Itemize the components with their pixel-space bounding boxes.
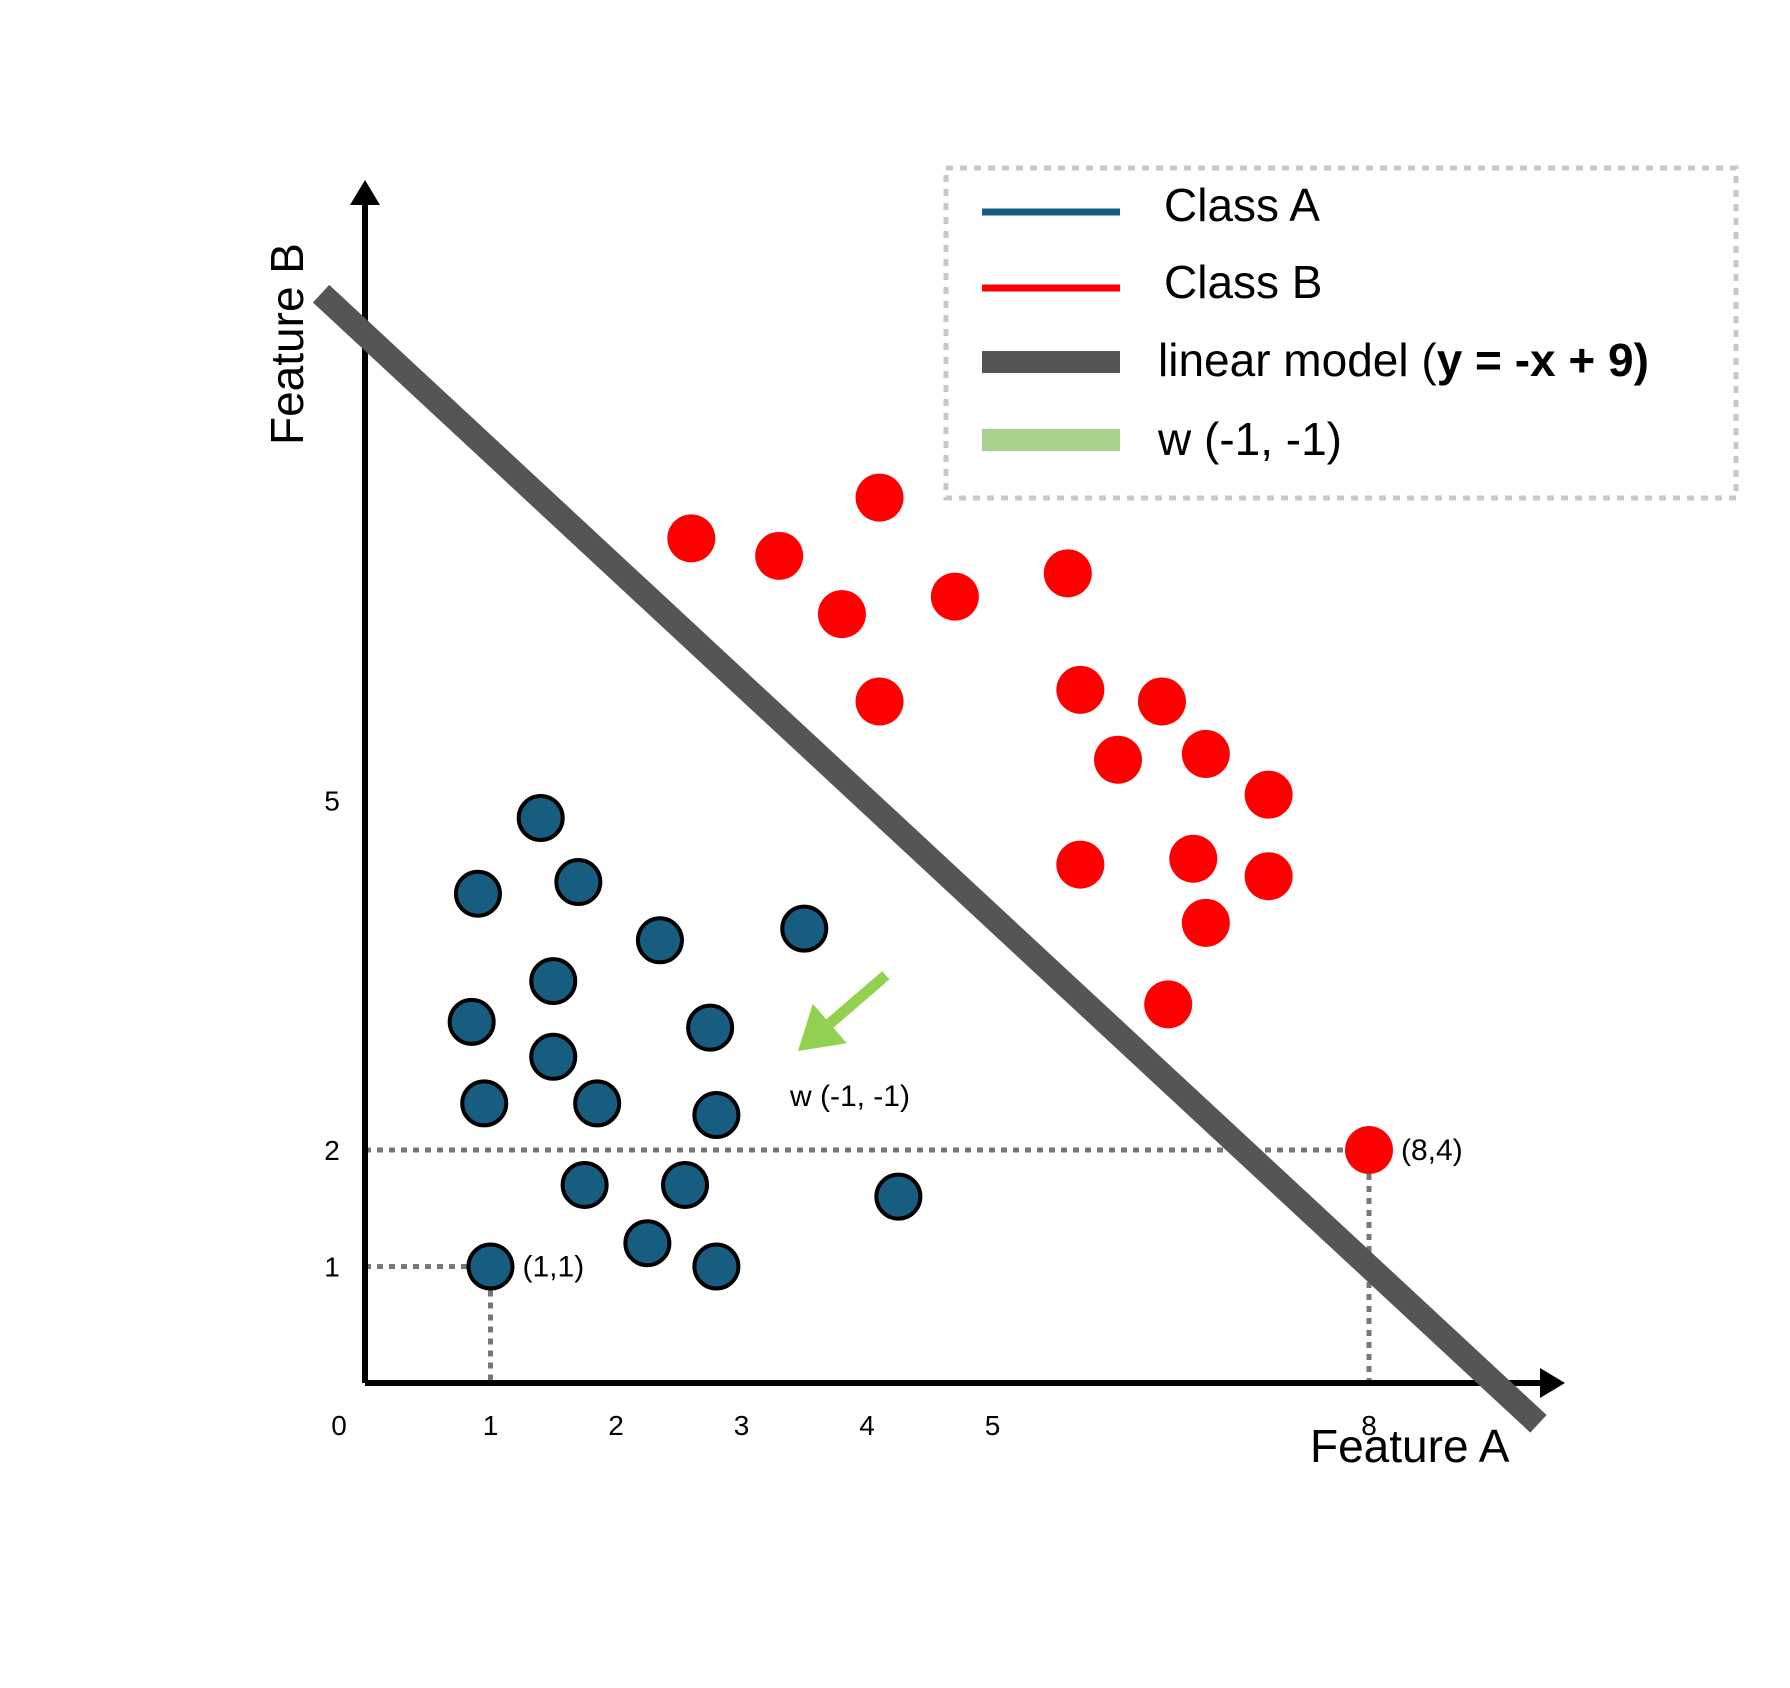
class-b-point-1: [667, 514, 716, 563]
w-vector-head: [797, 1003, 847, 1051]
class-b-point-16: [1144, 980, 1193, 1029]
x-tick-label-2: 2: [608, 1410, 624, 1441]
legend-model-equation: y = -x + 9: [1437, 334, 1634, 386]
tick-labels: 0 1 2 3 4 5 8 1 2 5: [324, 786, 1377, 1442]
class-a-point-6: [780, 904, 829, 953]
legend-model-prefix: linear model (: [1158, 334, 1437, 386]
class-a-point-13: [560, 1160, 609, 1209]
point-annotation-1: (8,4): [1401, 1134, 1463, 1167]
x-tick-label-0: 0: [331, 1410, 347, 1441]
point-annotations: (1,1) (8,4): [523, 1134, 1463, 1284]
w-vector: w (-1, -1): [789, 971, 910, 1113]
class-b-point-3: [817, 590, 866, 639]
class-b-point-4: [930, 572, 979, 621]
y-axis-arrowhead: [350, 180, 380, 205]
class-a-point-11: [573, 1079, 622, 1128]
class-b-point-12: [1056, 840, 1105, 889]
class-b-point-9: [1094, 735, 1142, 784]
class-a-point-15: [623, 1219, 672, 1268]
y-tick-label-1: 2: [324, 1135, 340, 1166]
linear-model-line: [312, 284, 1547, 1433]
x-tick-label-1: 1: [483, 1410, 499, 1441]
legend: Class A Class B linear model (y = -x + 9…: [943, 165, 1739, 501]
legend-model-suffix: ): [1634, 334, 1649, 386]
x-axis-arrowhead: [1540, 1368, 1565, 1398]
class-a-point-16: [692, 1242, 741, 1291]
axes: [350, 180, 1565, 1398]
class-a-point-0: [466, 1242, 515, 1291]
y-tick-label-0: 1: [324, 1252, 340, 1283]
x-tick-label-6: 8: [1361, 1410, 1377, 1441]
w-vector-shaft: [826, 971, 890, 1028]
class-a-point-4: [529, 957, 578, 1006]
class-a-point-1: [453, 869, 502, 918]
class-b-point-11: [1244, 770, 1293, 819]
point-annotation-0: (1,1): [523, 1251, 585, 1284]
class-b-point-14: [1244, 852, 1293, 901]
class-b-point-10: [1181, 729, 1230, 778]
class-a-point-8: [529, 1032, 578, 1081]
class-a-point-2: [516, 793, 565, 842]
legend-box: [943, 165, 1739, 501]
y-axis-title: Feature B: [261, 243, 313, 445]
class-b-point-0: [855, 473, 904, 522]
class-a-point-10: [460, 1079, 509, 1128]
x-tick-label-5: 5: [985, 1410, 1001, 1441]
class-b-point-17: [1345, 1126, 1393, 1174]
x-axis-title: Feature A: [1310, 1420, 1510, 1472]
class-a-point-14: [661, 1160, 710, 1209]
class-a-point-12: [692, 1091, 741, 1140]
class-b-point-2: [755, 531, 804, 580]
legend-label-model: linear model (y = -x + 9): [1158, 334, 1649, 386]
class-a-point-5: [635, 916, 684, 965]
w-vector-label: w (-1, -1): [789, 1080, 910, 1113]
legend-label-class-a: Class A: [1164, 179, 1320, 231]
class-b-point-6: [855, 677, 904, 726]
class-a-point-17: [874, 1172, 923, 1221]
legend-label-class-b: Class B: [1164, 256, 1322, 308]
model-line: [312, 284, 1547, 1433]
legend-label-w: w (-1, -1): [1157, 413, 1342, 465]
y-tick-label-2: 5: [324, 786, 340, 817]
data-points: [447, 473, 1393, 1291]
class-a-point-3: [554, 858, 603, 907]
class-b-point-8: [1137, 677, 1186, 726]
x-tick-label-3: 3: [734, 1410, 750, 1441]
class-b-point-7: [1056, 665, 1105, 714]
guide-lines: [365, 1147, 1372, 1383]
x-tick-label-4: 4: [859, 1410, 875, 1441]
class-b-point-5: [1043, 549, 1092, 598]
class-a-point-9: [686, 1003, 735, 1052]
class-b-point-13: [1169, 834, 1218, 883]
class-a-point-7: [447, 997, 496, 1046]
class-b-point-15: [1181, 898, 1230, 947]
